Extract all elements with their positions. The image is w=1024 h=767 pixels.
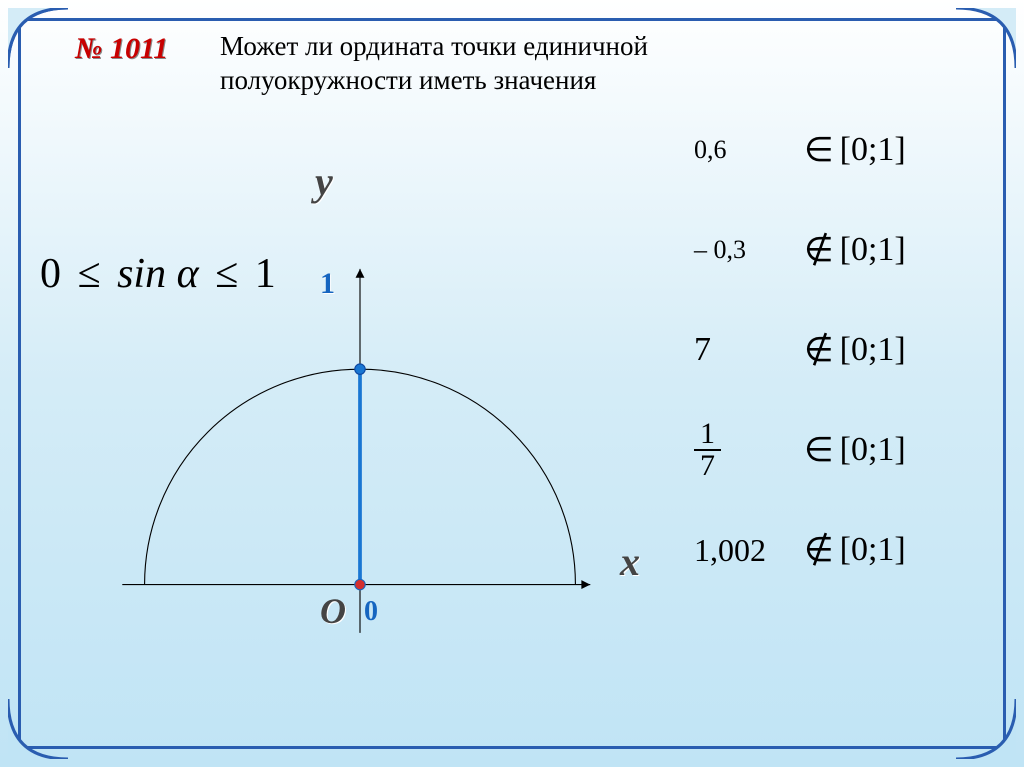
point-top (355, 364, 365, 374)
zero-label: 0 (364, 596, 378, 628)
fraction-numerator: 1 (694, 419, 721, 451)
answer-relation: ∈ (804, 130, 834, 170)
y-axis-label: y (315, 158, 333, 205)
point-origin (355, 579, 365, 589)
problem-number: № 1011 (75, 32, 168, 66)
diagram-svg (30, 150, 690, 670)
answer-value: – 0,3 (694, 235, 804, 265)
answer-relation: ∉ (804, 230, 834, 270)
answer-row: 1,002 ∉ [0;1] (694, 520, 974, 580)
answer-row: 0,6 ∈ [0;1] (694, 120, 974, 180)
corner-decoration-br (956, 699, 1016, 759)
unit-semicircle-diagram (30, 150, 670, 670)
answer-row: 1 7 ∈ [0;1] (694, 420, 974, 480)
answer-relation: ∉ (804, 530, 834, 570)
answers-column: 0,6 ∈ [0;1] – 0,3 ∉ [0;1] 7 ∉ [0;1] 1 7 … (694, 120, 974, 580)
y-axis-arrow (356, 269, 365, 278)
one-label: 1 (320, 267, 335, 301)
answer-interval: [0;1] (840, 331, 906, 369)
question-text: Может ли ордината точки единичной полуок… (220, 30, 780, 98)
x-axis-label: x (620, 538, 640, 585)
answer-row: – 0,3 ∉ [0;1] (694, 220, 974, 280)
corner-decoration-tl (8, 8, 68, 68)
answer-row: 7 ∉ [0;1] (694, 320, 974, 380)
answer-relation: ∉ (804, 330, 834, 370)
x-axis-arrow (581, 580, 590, 589)
answer-interval: [0;1] (840, 431, 906, 469)
answer-interval: [0;1] (840, 131, 906, 169)
answer-value: 7 (694, 331, 804, 369)
origin-label: O (320, 590, 346, 632)
fraction: 1 7 (694, 419, 721, 481)
answer-interval: [0;1] (840, 531, 906, 569)
fraction-denominator: 7 (694, 451, 721, 481)
corner-decoration-bl (8, 699, 68, 759)
answer-value-fraction: 1 7 (694, 419, 804, 481)
answer-value: 0,6 (694, 135, 804, 165)
answer-relation: ∈ (804, 430, 834, 470)
corner-decoration-tr (956, 8, 1016, 68)
answer-value: 1,002 (694, 532, 804, 569)
answer-interval: [0;1] (840, 231, 906, 269)
